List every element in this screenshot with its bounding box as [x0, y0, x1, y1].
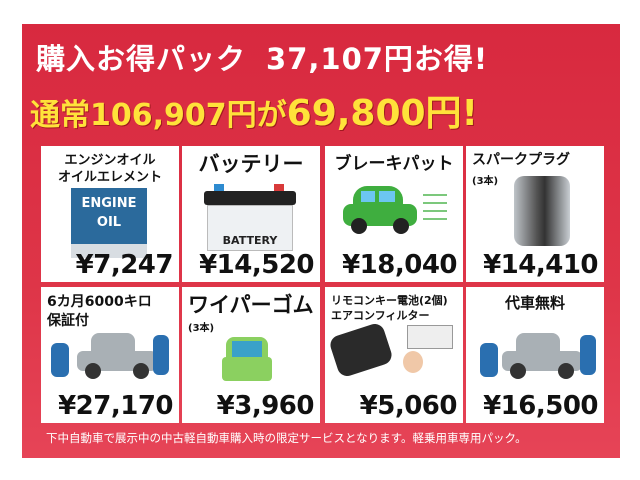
- item-label: バッテリー: [198, 152, 304, 176]
- item-loaner-car: 代車無料 ¥16,500: [466, 287, 604, 423]
- item-note: (3本): [188, 323, 215, 334]
- item-label: 代車無料: [504, 294, 565, 312]
- item-warranty: 6カ月6000キロ 保証付 ¥27,170: [41, 287, 179, 423]
- item-engine-oil: エンジンオイル オイルエレメント ENGINE OIL ¥7,247: [41, 146, 179, 282]
- battery-text: BATTERY: [207, 205, 293, 251]
- item-label: スパークプラグ: [472, 152, 570, 168]
- mechanics-car-icon: [77, 333, 157, 381]
- mechanics-car-icon: [502, 333, 582, 381]
- item-price: ¥14,410: [483, 250, 598, 280]
- item-price: ¥5,060: [359, 391, 458, 421]
- item-price: ¥3,960: [216, 391, 315, 421]
- item-label: エンジンオイル オイルエレメント: [57, 153, 162, 185]
- price-headline: 通常106,907円が69,800円!: [30, 84, 478, 136]
- item-spark-plug: スパークプラグ (3本) ¥14,410: [466, 146, 604, 282]
- item-label: ブレーキパット: [334, 154, 454, 174]
- item-price: ¥14,520: [199, 250, 314, 280]
- pack-title: 購入お得パック: [36, 42, 247, 76]
- item-remote-key-aircon: リモコンキー電池(2個) エアコンフィルター ¥5,060: [325, 287, 463, 423]
- item-label: ワイパーゴム: [188, 293, 314, 317]
- headline: 購入お得パック 37,107円お得!: [36, 36, 488, 78]
- item-price: ¥18,040: [342, 250, 457, 280]
- item-note: (3本): [472, 176, 499, 187]
- battery-icon: BATTERY: [204, 184, 296, 252]
- engine-icon: [514, 176, 570, 246]
- engine-oil-can-icon: ENGINE OIL: [71, 188, 147, 244]
- pack-price: 69,800円!: [286, 93, 478, 134]
- item-price: ¥16,500: [483, 391, 598, 421]
- oil-can-text: ENGINE OIL: [81, 196, 137, 230]
- item-price: ¥7,247: [75, 250, 174, 280]
- item-wiper: ワイパーゴム (3本) ¥3,960: [182, 287, 320, 423]
- car-rain-icon: [222, 337, 272, 385]
- savings-text: 37,107円お得!: [266, 42, 489, 76]
- braking-car-icon: [339, 186, 449, 240]
- item-brake-pad: ブレーキパット ¥18,040: [325, 146, 463, 282]
- footer-note: 下中自動車で展示中の中古軽自動車購入時の限定サービスとなります。軽乗用車専用パッ…: [46, 431, 527, 445]
- item-label: 6カ月6000キロ 保証付: [47, 294, 152, 329]
- remote-key-aircon-icon: [327, 321, 395, 379]
- item-battery: バッテリー BATTERY ¥14,520: [182, 146, 320, 282]
- item-price: ¥27,170: [58, 391, 173, 421]
- item-label: リモコンキー電池(2個) エアコンフィルター: [331, 294, 448, 322]
- regular-prefix: 通常: [30, 98, 90, 133]
- regular-price: 106,907円が: [90, 98, 287, 133]
